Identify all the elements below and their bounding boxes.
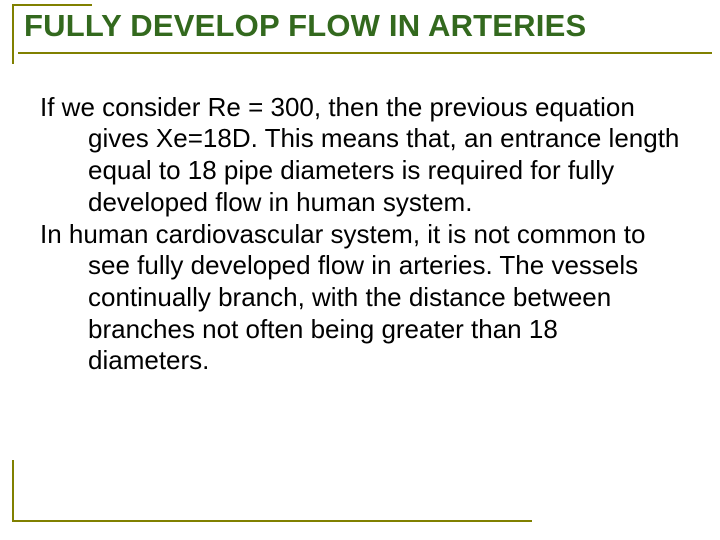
decor-bottom-left-h — [12, 520, 532, 522]
body-paragraph: In human cardiovascular system, it is no… — [40, 219, 680, 378]
title-area: FULLY DEVELOP FLOW IN ARTERIES — [0, 0, 720, 48]
decor-title-underline — [18, 52, 712, 54]
decor-bottom-left-v — [12, 460, 14, 520]
slide: FULLY DEVELOP FLOW IN ARTERIES If we con… — [0, 0, 720, 540]
body-area: If we consider Re = 300, then the previo… — [0, 48, 720, 377]
body-text: If we consider Re = 300, then the previo… — [40, 92, 680, 377]
slide-title: FULLY DEVELOP FLOW IN ARTERIES — [24, 8, 708, 44]
body-paragraph: If we consider Re = 300, then the previo… — [40, 92, 680, 219]
